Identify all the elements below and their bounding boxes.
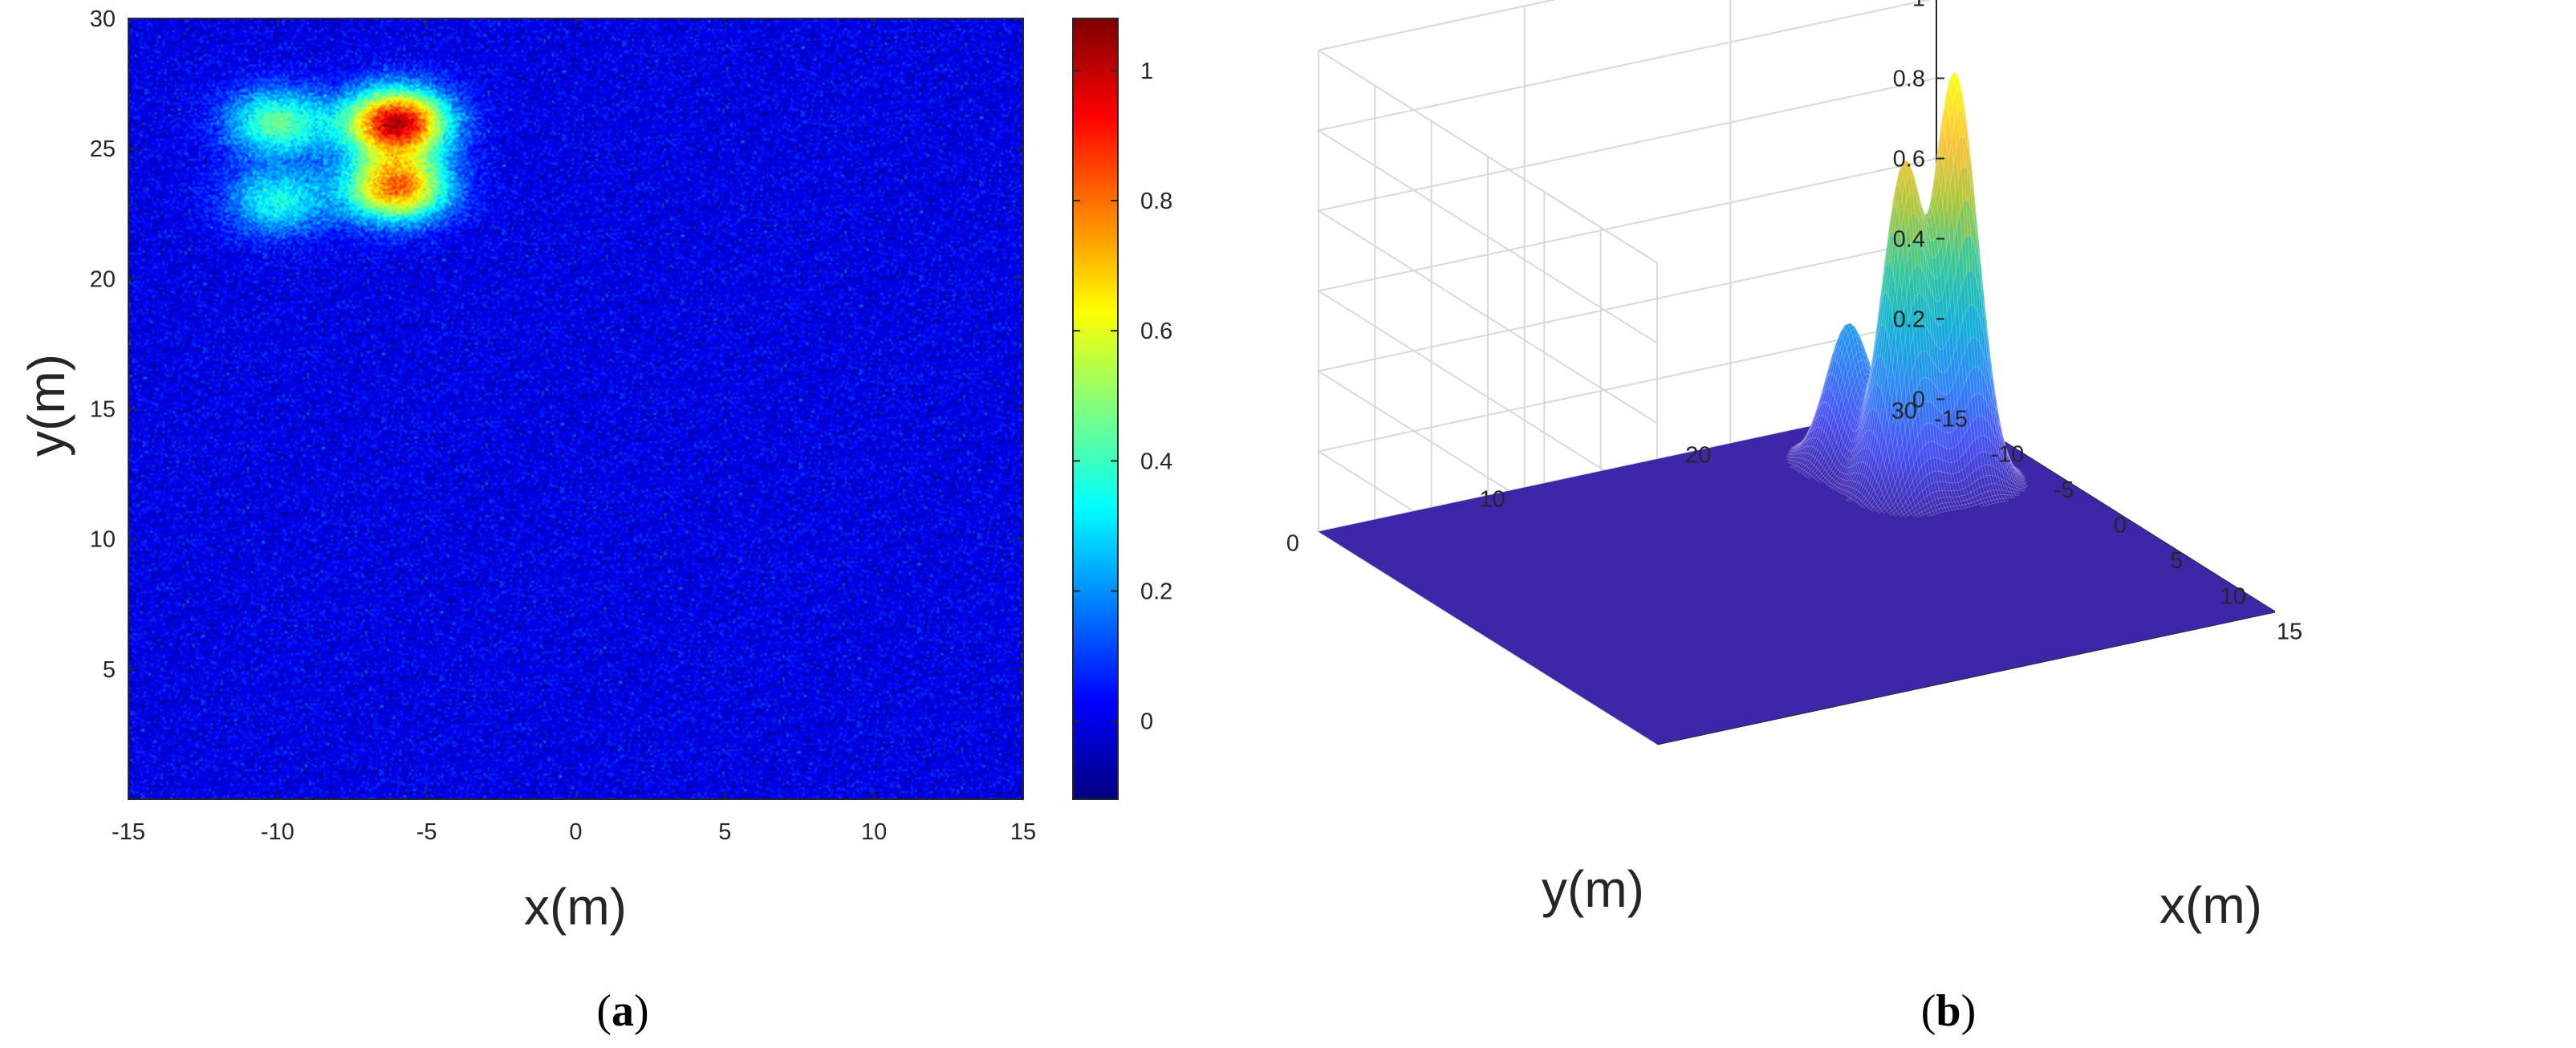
heatmap-y-tick-label: 20 bbox=[90, 266, 116, 292]
grid-frame-top-left bbox=[1318, 0, 1557, 51]
heatmap-x-tick-label: -10 bbox=[261, 819, 295, 845]
surface-floor bbox=[1318, 399, 2275, 745]
surface-y-tick-label: 10 bbox=[1479, 487, 1505, 513]
colorbar-tick-label: 0 bbox=[1140, 709, 1153, 735]
heatmap-x-tick-label: -15 bbox=[112, 819, 145, 845]
heatmap-image bbox=[128, 18, 1023, 799]
colorbar-tick-label: 0.8 bbox=[1140, 189, 1172, 214]
heatmap-y-axis-label: y(m) bbox=[18, 354, 75, 457]
surface-x-tick-label: -5 bbox=[2054, 477, 2074, 503]
surface-facet bbox=[1926, 512, 1932, 517]
surface-facet bbox=[1847, 498, 1853, 502]
surface-facet bbox=[1898, 511, 1904, 517]
panel-label-a: (a) bbox=[596, 986, 648, 1036]
grid-line-z-back-left bbox=[1318, 157, 1937, 292]
surface-z-tick-label: 0.4 bbox=[1893, 227, 1925, 253]
surface-facet bbox=[1893, 510, 1899, 517]
heatmap-y-tick-label: 5 bbox=[103, 657, 116, 683]
surface-facet bbox=[1806, 474, 1813, 479]
surface-facet bbox=[1817, 478, 1823, 484]
surface-z-tick-label: 0.8 bbox=[1893, 67, 1925, 92]
surface-z-tick-label: 1 bbox=[1912, 0, 1925, 12]
heatmap-y-tick-label: 10 bbox=[90, 527, 116, 553]
heatmap-x-ticks: -15 -10 -5 0 5 10 15 bbox=[112, 18, 1036, 845]
surface-floor-plane bbox=[1318, 399, 2275, 745]
grid-line-z-back-left bbox=[1318, 77, 1937, 212]
surface-x-tick-label: 5 bbox=[2170, 548, 2183, 574]
grid-frame-top-right bbox=[1318, 49, 1658, 264]
surface-y-tick-label: 20 bbox=[1685, 443, 1711, 469]
surface-y-tick-label: 30 bbox=[1891, 399, 1917, 424]
colorbar-gradient bbox=[1073, 18, 1118, 799]
heatmap-panel: -15 -10 -5 0 5 10 15 5 10 15 20 25 30 x(m) y(m) 0 0.… bbox=[18, 6, 1172, 1036]
heatmap-y-tick-label: 25 bbox=[90, 136, 116, 162]
surface-x-tick-label: -15 bbox=[1934, 407, 1968, 433]
panel-label-b: (b) bbox=[1921, 986, 1976, 1036]
colorbar-tick-label: 1 bbox=[1140, 59, 1153, 84]
surface-y-axis-label: y(m) bbox=[1542, 860, 1644, 918]
colorbar-frame bbox=[1072, 18, 1119, 800]
surface-facet bbox=[1911, 511, 1917, 517]
surface-facet bbox=[1870, 506, 1876, 512]
surface-x-axis-label: x(m) bbox=[2160, 876, 2262, 934]
surface-facet bbox=[1861, 503, 1867, 509]
surface-facet bbox=[1888, 510, 1895, 516]
surface-z-tick-label: 0.2 bbox=[1893, 307, 1925, 333]
grid-line-z-back-left bbox=[1318, 238, 1937, 372]
surface-x-tick-label: -10 bbox=[1990, 442, 2024, 468]
colorbar-tick-label: 0.4 bbox=[1140, 449, 1172, 474]
heatmap-x-tick-label: 5 bbox=[718, 819, 731, 845]
grid-line-z-back-left bbox=[1318, 0, 1932, 132]
heatmap-y-tick-label: 15 bbox=[90, 397, 116, 423]
colorbar-ticks: 0 0.2 0.4 0.6 0.8 1 bbox=[1073, 59, 1172, 735]
surface-facet bbox=[1903, 512, 1909, 518]
heatmap-x-tick-label: -5 bbox=[416, 819, 437, 845]
surface-x-tick-label: 15 bbox=[2277, 619, 2302, 645]
heatmap-x-tick-label: 0 bbox=[569, 819, 582, 845]
surface-x-tick-label: 10 bbox=[2220, 583, 2246, 609]
grid-line-z-back-left bbox=[1318, 318, 1937, 453]
surface-mesh bbox=[1785, 71, 2029, 518]
surface-facet bbox=[1881, 508, 1887, 514]
surface-facet bbox=[1979, 502, 1985, 508]
heatmap-x-tick-label: 10 bbox=[861, 819, 887, 845]
colorbar-tick-label: 0.6 bbox=[1140, 319, 1172, 344]
heatmap-y-tick-label: 30 bbox=[90, 6, 116, 32]
surface-facet bbox=[1876, 508, 1883, 514]
heatmap-x-tick-label: 15 bbox=[1010, 819, 1036, 845]
surface-facet bbox=[1916, 513, 1922, 518]
grid-line-z-back-left bbox=[1318, 0, 1557, 51]
colorbar-tick-label: 0.2 bbox=[1140, 579, 1172, 605]
surface-z-tick-label: 0.6 bbox=[1893, 147, 1925, 173]
surface-y-tick-label: 0 bbox=[1286, 531, 1299, 557]
heatmap-x-axis-label: x(m) bbox=[524, 878, 627, 936]
surface-x-tick-label: 0 bbox=[2114, 513, 2127, 538]
heatmap-y-ticks: 5 10 15 20 25 30 bbox=[90, 6, 1023, 683]
surface-z-tick-label: 0 bbox=[1912, 388, 1925, 413]
